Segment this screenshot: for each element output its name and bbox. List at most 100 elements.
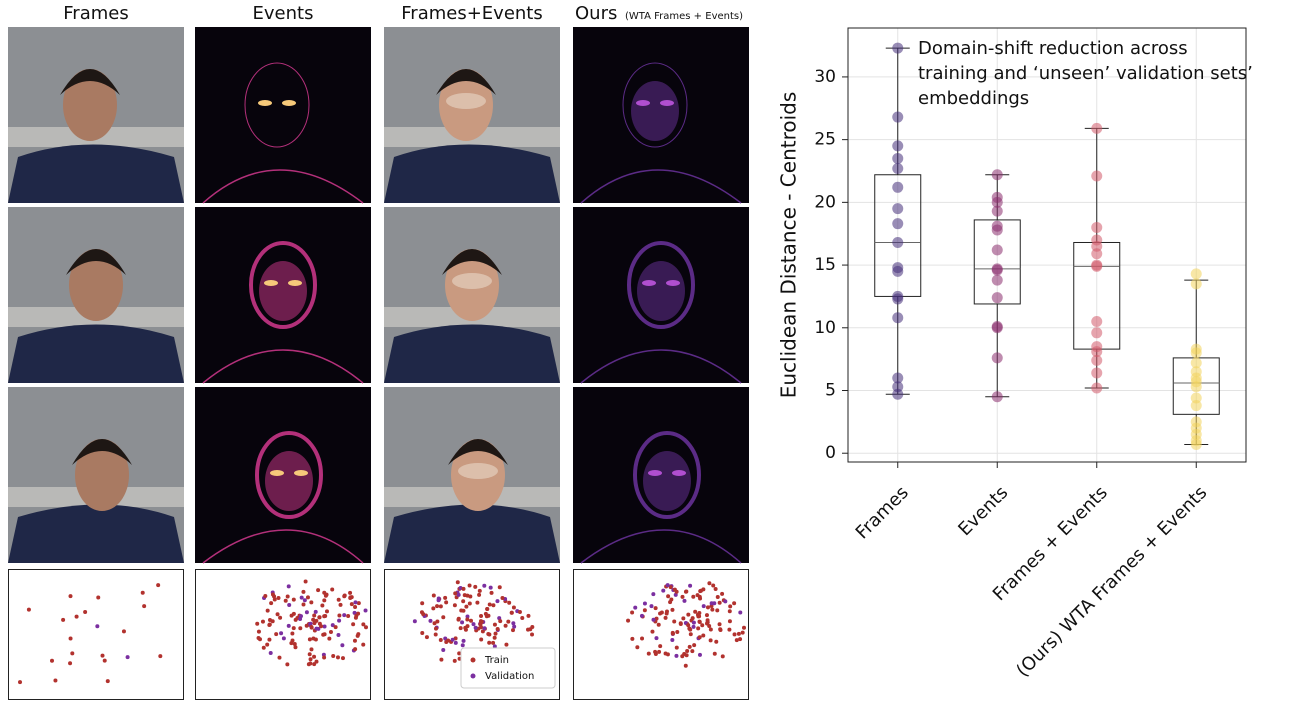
tsne-point [687,644,692,649]
tsne-point [626,618,631,623]
photo-shirt [8,324,184,383]
tsne-point [680,594,685,599]
tsne-point [477,588,482,593]
photo-face [75,439,129,511]
column-title: Frames+Events [401,3,543,24]
point [892,372,904,384]
tsne-point [322,632,327,637]
tsne-point [302,598,307,603]
point [1190,392,1202,404]
tsne-point [654,616,659,621]
tsne-point [322,598,327,603]
point [1190,278,1202,290]
tsne-point [312,662,317,667]
tsne-point [526,613,531,618]
tsne-point [121,629,126,634]
tsne-point [685,648,690,653]
tsne-point [487,632,492,637]
event-shoulders [580,169,742,204]
tsne-point [467,601,472,606]
tsne-point [711,583,716,588]
point [892,312,904,324]
tsne-point [665,583,670,588]
tsne-point [696,626,701,631]
tsne-point [642,608,647,613]
tsne-point [468,594,473,599]
tsne-point [654,636,659,641]
tsne-point [26,607,31,612]
tsne-point [446,638,451,643]
tsne-point [658,611,663,616]
point [1190,347,1202,359]
tsne-point [653,606,658,611]
y-tick-label: 15 [814,255,836,275]
event-face [637,261,685,321]
point [1091,260,1103,272]
tsne-point [255,621,260,626]
photo-shirt [384,504,560,563]
point [892,218,904,230]
tsne-point [299,595,304,600]
tsne-point [364,625,368,630]
event-head [249,241,317,329]
tsne-point [663,615,668,620]
tsne-point [495,599,500,604]
tsne-point [701,604,706,609]
tsne-point [125,655,130,660]
tsne-point [503,623,508,628]
event-eye [648,470,662,476]
tsne-point [500,596,505,601]
tsne-point [672,587,677,592]
y-axis-label: Euclidean Distance - Centroids [777,92,801,399]
tsne-point [732,601,737,606]
tsne-point [83,610,88,615]
tsne-point [335,655,340,660]
tsne-point [353,615,358,620]
tsne-point [272,594,277,599]
tsne-point [736,631,741,636]
point [892,42,904,54]
tsne-point [142,604,147,609]
photo-hair [60,69,120,95]
tsne-point [463,625,468,630]
tsne-point [639,613,644,618]
tsne-point [438,638,443,643]
tsne-point [635,645,640,650]
tsne-point [453,640,458,645]
tsne-point [709,601,714,606]
tsne-point [465,617,470,622]
tsne-point [661,588,666,593]
event-eye [636,100,650,106]
tsne-point [718,627,723,632]
tsne-point [50,658,55,663]
point [1091,316,1103,328]
tsne-point [670,607,675,612]
photo-shirt [384,144,560,203]
event-head [633,431,701,519]
image-panel [573,207,749,384]
tsne-point [509,610,514,615]
tsne-point [686,623,691,628]
tsne-point [477,592,482,597]
tsne-point [340,656,345,661]
tsne-point [491,603,496,608]
tsne-point [96,595,101,600]
tsne-point [504,642,509,647]
tsne-panel [8,569,184,700]
point [892,388,904,400]
column-subtitle: (WTA Frames + Events) [625,11,743,22]
tsne-point [356,601,361,606]
tsne-point [455,580,460,585]
tsne-point [478,622,483,627]
tsne-point [140,590,145,595]
tsne-point [291,597,296,602]
point [991,205,1003,217]
tsne-point [692,643,697,648]
plot-frame [847,27,1247,463]
tsne-point [267,637,272,642]
tsne-point [670,630,675,635]
tsne-point [460,620,465,625]
tsne-point [456,592,461,597]
legend-box [460,647,556,689]
